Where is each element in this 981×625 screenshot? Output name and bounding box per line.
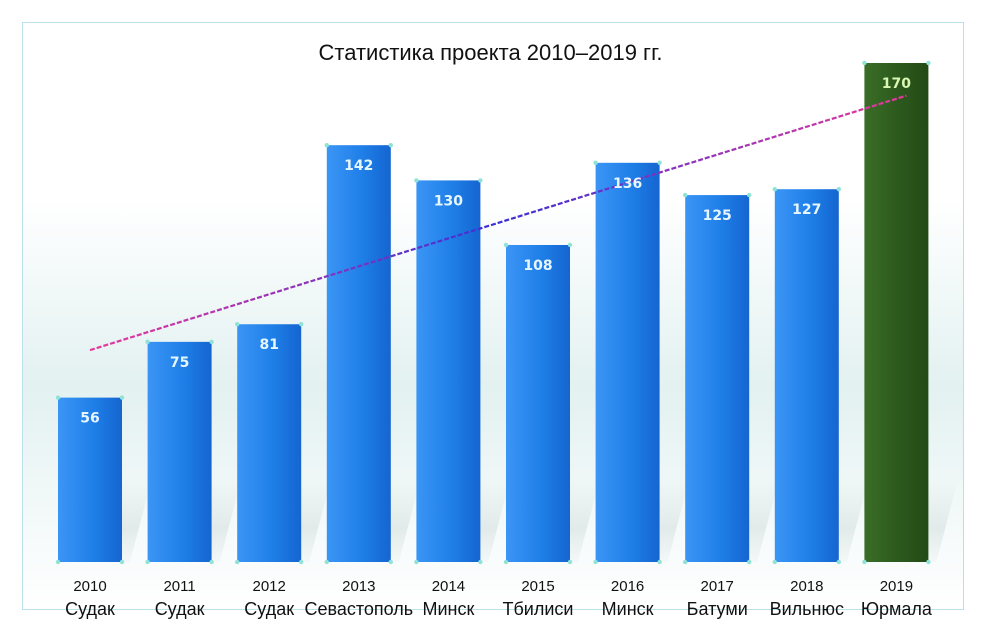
bar-handle [299, 559, 304, 565]
bar [326, 145, 391, 562]
x-tick-city: Судак [155, 599, 205, 619]
bar-handle [145, 339, 150, 345]
bar-handle [772, 187, 777, 192]
bar-handle [657, 559, 662, 565]
bar-handle [119, 395, 125, 400]
bar-handle [503, 559, 509, 565]
bar-handle [836, 187, 841, 192]
data-label: 142 [344, 158, 373, 174]
bar-handle [657, 160, 662, 165]
bar-handle [836, 559, 841, 565]
bar-handle [235, 322, 240, 327]
x-tick-year: 2017 [701, 578, 734, 595]
bar [595, 162, 660, 563]
x-tick-city: Судак [244, 599, 294, 619]
bar-handle [235, 559, 240, 565]
data-label: 125 [703, 208, 732, 224]
x-tick-city: Юрмала [861, 599, 933, 619]
bar-handle [414, 559, 419, 565]
bar-handle [772, 559, 777, 565]
data-label: 108 [523, 258, 552, 274]
bar-handle [55, 395, 61, 400]
data-label: 127 [792, 202, 821, 218]
x-tick-city: Вильнюс [770, 599, 844, 619]
bar-handle [862, 559, 867, 565]
bar-handle [209, 559, 214, 565]
bar-handle [414, 178, 419, 183]
data-label: 81 [259, 337, 278, 353]
x-tick-city: Минск [602, 599, 654, 619]
bar-handle [593, 559, 598, 565]
x-tick-year: 2018 [790, 578, 823, 595]
bar-handle [593, 160, 598, 165]
x-tick-year: 2013 [342, 578, 375, 595]
bar [147, 341, 212, 562]
bar-handle [478, 559, 483, 565]
x-tick-city: Минск [422, 599, 474, 619]
bar-handle [55, 559, 61, 565]
bar-handle [683, 192, 688, 198]
data-label: 136 [613, 176, 642, 192]
x-tick-year: 2019 [880, 578, 913, 595]
trendline [89, 94, 907, 352]
bar-handle [145, 559, 150, 565]
bar-handle [388, 559, 393, 565]
x-tick-city: Судак [65, 599, 115, 619]
bar-handle [926, 60, 931, 66]
bar-handle [862, 60, 867, 66]
chart-title: Статистика проекта 2010–2019 гг. [318, 40, 663, 65]
x-tick-year: 2012 [253, 578, 286, 595]
bar [685, 195, 750, 562]
bar-handle [503, 242, 509, 248]
bar [506, 244, 570, 563]
x-tick-year: 2016 [611, 578, 644, 595]
bar-handle [478, 178, 483, 183]
data-label: 75 [170, 355, 189, 371]
bar-highlight [864, 63, 929, 562]
bar-handle [926, 559, 931, 565]
x-tick-year: 2010 [73, 578, 106, 595]
bar [774, 189, 839, 562]
bar-handle [747, 192, 752, 198]
bar-handle [683, 559, 688, 565]
data-label: 56 [80, 411, 99, 427]
bar-handle [209, 339, 214, 345]
bar-handle [567, 559, 573, 565]
bar-handle [567, 242, 573, 248]
data-label: 170 [882, 76, 911, 92]
x-tick-year: 2011 [163, 578, 195, 595]
bar-handle [388, 142, 393, 148]
x-tick-city: Тбилиси [503, 599, 574, 619]
bar [58, 397, 122, 562]
x-tick-year: 2015 [521, 578, 554, 595]
bar-handle [299, 322, 304, 327]
x-tick-city: Батуми [687, 599, 748, 619]
bar [237, 324, 302, 562]
bar-handle [119, 559, 125, 565]
data-label: 130 [434, 193, 463, 209]
bar-handle [747, 559, 752, 565]
bar-handle [324, 559, 329, 565]
x-tick-city: Севастополь [304, 599, 413, 619]
bar-handle [324, 142, 329, 148]
x-tick-year: 2014 [432, 578, 465, 595]
